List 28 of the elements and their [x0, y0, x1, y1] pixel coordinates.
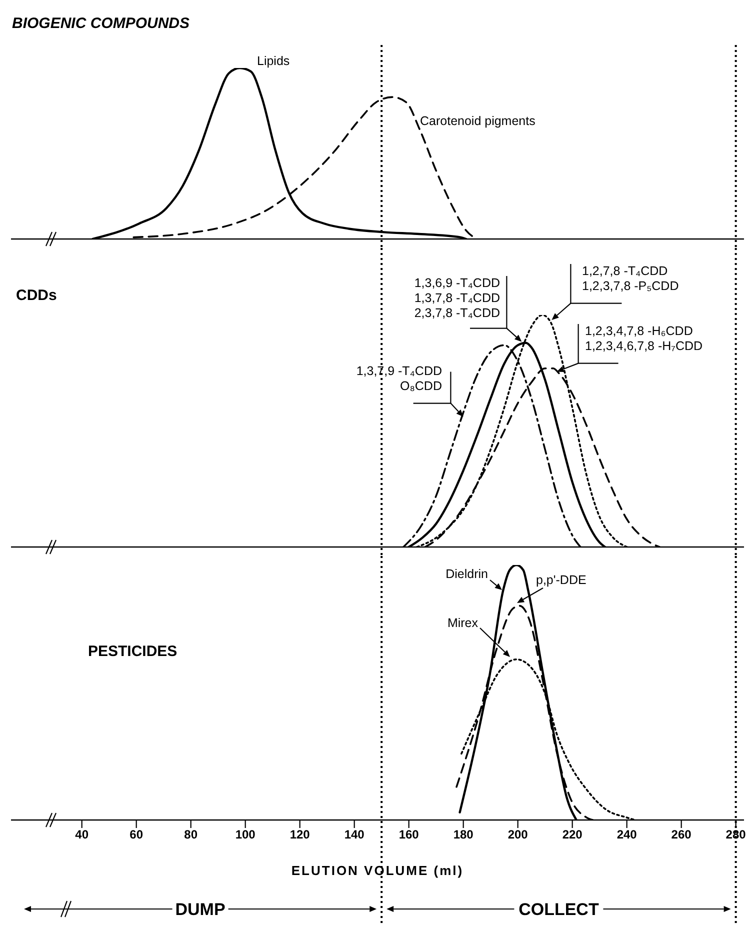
text: DUMP [175, 900, 226, 919]
chart-title: CDDs [16, 287, 57, 304]
x-tick-label: 100 [235, 828, 256, 842]
x-tick-label: 260 [671, 828, 692, 842]
series-label: Carotenoid pigments [420, 114, 536, 128]
text: 1,3,6,9 -T₄CDD 1,3,7,8 -T₄CDD 2,3,7,8 -T₄CDD [414, 276, 500, 320]
text: 1,2,3,4,7,8 -H₆CDD 1,2,3,4,6,7,8 -H₇CDD [585, 324, 703, 353]
x-tick-label: 60 [130, 828, 144, 842]
x-tick-label: 280 [726, 828, 746, 842]
x-tick-label: 160 [398, 828, 420, 842]
x-axis-title: ELUTION VOLUME (ml) [291, 863, 464, 878]
series-label: p,p'-DDE [536, 573, 586, 587]
x-tick-label: 140 [344, 828, 365, 842]
x-tick-label: 240 [616, 828, 638, 842]
x-tick-label: 80 [184, 828, 198, 842]
series-label: Lipids [257, 54, 290, 68]
text: 1,2,7,8 -T₄CDD 1,2,3,7,8 -P₅CDD [582, 264, 679, 293]
text: 1,3,7,9 -T₄CDD O₈CDD [356, 364, 442, 393]
text: PESTICIDES [88, 643, 178, 660]
series-label: Dieldrin [446, 567, 488, 581]
x-tick-label: 40 [75, 828, 89, 842]
text: Mirex [447, 616, 479, 630]
x-tick-label: 120 [290, 828, 310, 842]
chart-title: BIOGENIC COMPOUNDS [12, 15, 190, 32]
x-tick-label: 180 [453, 828, 474, 842]
x-tick-label: 220 [562, 828, 583, 842]
text: COLLECT [518, 900, 600, 919]
x-tick-label: 200 [508, 828, 528, 842]
